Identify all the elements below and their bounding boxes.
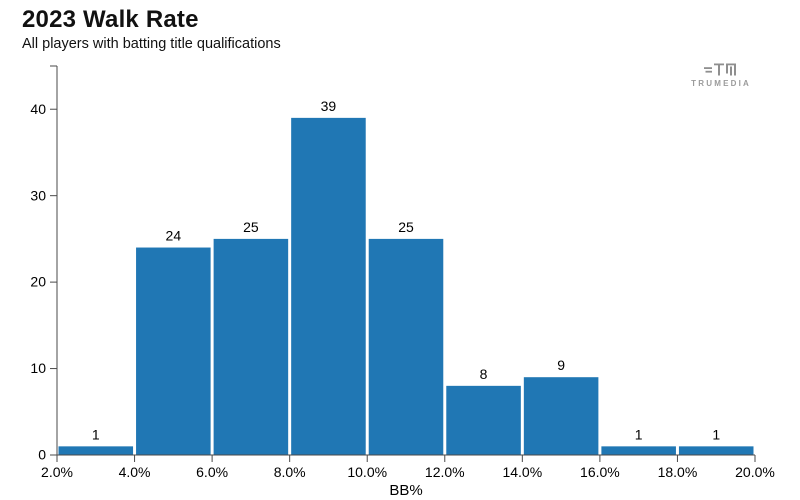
chart-title: 2023 Walk Rate bbox=[22, 6, 199, 33]
bar-value-label: 1 bbox=[635, 426, 643, 442]
y-tick-label: 40 bbox=[30, 101, 46, 117]
x-axis-title: BB% bbox=[389, 482, 422, 499]
x-tick-label: 18.0% bbox=[658, 464, 698, 480]
bar-value-label: 39 bbox=[321, 98, 337, 114]
y-tick-label: 0 bbox=[38, 447, 46, 463]
x-tick-label: 14.0% bbox=[502, 464, 542, 480]
bar bbox=[446, 385, 521, 455]
bars-group: 1 24 25 39 25 8 9 1 1 bbox=[58, 98, 754, 455]
x-tick-label: 2.0% bbox=[41, 464, 73, 480]
x-axis: 2.0% 4.0% 6.0% 8.0% 10.0% 12.0% 14.0% 16.0% 18.0… bbox=[41, 454, 775, 499]
x-tick-label: 16.0% bbox=[580, 464, 620, 480]
bar-value-label: 25 bbox=[243, 219, 259, 235]
bar-value-label: 1 bbox=[712, 426, 720, 442]
x-tick-label: 10.0% bbox=[347, 464, 387, 480]
bar bbox=[136, 247, 211, 455]
x-tick-label: 8.0% bbox=[274, 464, 306, 480]
chart-subtitle: All players with batting title qualifica… bbox=[22, 36, 281, 52]
bar-value-label: 25 bbox=[398, 219, 414, 235]
x-tick-label: 12.0% bbox=[425, 464, 465, 480]
bar bbox=[291, 117, 366, 455]
bar bbox=[213, 238, 289, 455]
x-tick-label: 6.0% bbox=[196, 464, 228, 480]
bar-value-label: 24 bbox=[166, 228, 182, 244]
x-tick-label: 4.0% bbox=[119, 464, 151, 480]
bar bbox=[523, 377, 599, 455]
bar-value-label: 1 bbox=[92, 426, 100, 442]
y-tick-label: 20 bbox=[30, 274, 46, 290]
bar-value-label: 8 bbox=[480, 366, 488, 382]
trumedia-logo: TRUMEDIA bbox=[688, 62, 752, 88]
y-tick-label: 30 bbox=[30, 187, 46, 203]
x-tick-label: 20.0% bbox=[735, 464, 775, 480]
trumedia-logo-icon bbox=[704, 63, 736, 76]
bar-value-label: 9 bbox=[557, 357, 565, 373]
bar bbox=[368, 238, 444, 455]
y-tick-label: 10 bbox=[30, 360, 46, 376]
trumedia-logo-text: TRUMEDIA bbox=[691, 79, 751, 88]
bar bbox=[678, 446, 754, 455]
y-axis: 0 10 20 30 40 bbox=[30, 65, 58, 463]
bar bbox=[58, 446, 134, 455]
bar bbox=[601, 446, 676, 455]
